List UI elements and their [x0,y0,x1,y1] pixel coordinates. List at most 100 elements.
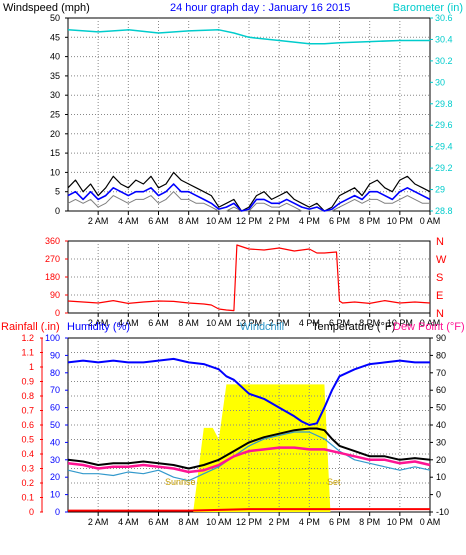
x-tick-label: 12 PM [236,216,262,226]
barometer-tick-label: 30.6 [435,13,453,23]
x-tick-label: 6 AM [148,318,169,328]
dewpoint-label: Dew Point (°F) [393,321,465,333]
temperature-humidity-chart: Rainfall (.in) Humidity (%) Windchill Te… [1,321,465,527]
windchill-line [67,431,431,482]
barometer-tick-label: 29.6 [435,120,453,130]
humidity-tick-label: 20 [50,472,60,482]
compass-tick-label: N [436,236,444,248]
compass-tick-label: E [436,290,443,302]
direction-tick-label: 270 [45,254,60,264]
humidity-tick-label: 50 [50,420,60,430]
windchill-label: Windchill [240,321,284,333]
direction-tick-label: 90 [50,290,60,300]
rainfall-tick-label: 0.6 [21,420,34,430]
barometer-line [67,29,430,45]
x-tick-label: 2 AM [88,517,109,527]
humidity-tick-label: 30 [50,455,60,465]
temperature-tick-label: 70 [436,368,446,378]
humidity-tick-label: 70 [50,385,60,395]
x-tick-label: 6 AM [148,517,169,527]
x-tick-label: 0 AM [420,517,441,527]
x-tick-label: 10 PM [387,216,413,226]
x-tick-label: 8 PM [359,318,380,328]
x-tick-label: 2 PM [269,517,290,527]
x-tick-label: 6 PM [329,216,350,226]
x-tick-label: 6 PM [329,318,350,328]
rainfall-tick-label: 0.3 [21,464,34,474]
compass-tick-label: S [436,272,443,284]
x-tick-label: 8 AM [178,318,199,328]
x-tick-label: 10 PM [387,318,413,328]
rainfall-line [68,508,430,512]
barometer-tick-label: 29 [435,185,445,195]
x-tick-label: 8 AM [178,517,199,527]
temperature-tick-label: 0 [436,490,441,500]
rainfall-tick-label: 0.1 [21,493,34,503]
temperature-tick-label: 50 [436,403,446,413]
temperature-line [67,427,431,470]
x-tick-label: 6 AM [148,216,169,226]
x-tick-label: 4 AM [118,216,139,226]
windspeed-tick-label: 50 [50,13,60,23]
windspeed-tick-label: 25 [50,110,60,120]
x-tick-label: 2 PM [269,216,290,226]
windspeed-tick-label: 40 [50,52,60,62]
x-tick-label: 8 PM [359,216,380,226]
rainfall-tick-label: 0.2 [21,478,34,488]
temperature-grid [67,338,431,512]
wind-axes: 0 5 10 15 20 25 30 35 40 45 50 28.8 29 29.2 29.4 29.6 29… [50,13,453,226]
direction-grid [68,241,430,313]
humidity-axis-label: Humidity (%) [67,321,130,333]
windspeed-tick-label: 20 [50,129,60,139]
windspeed-tick-label: 5 [55,187,60,197]
direction-series [67,244,431,312]
wind-barometer-chart: Windspeed (mph) 24 hour graph day : Janu… [3,2,463,226]
sunset-annotation: Set [327,477,341,487]
windspeed-tick-label: 45 [50,32,60,42]
barometer-tick-label: 29.2 [435,163,453,173]
direction-tick-label: 360 [45,236,60,246]
rainfall-tick-label: 1.1 [21,348,34,358]
rainfall-tick-label: 0.8 [21,391,34,401]
wind-series [67,29,431,212]
barometer-axis-label: Barometer (in) [393,2,463,14]
temperature-tick-label: 40 [436,420,446,430]
compass-tick-label: W [436,254,447,266]
barometer-tick-label: 29.8 [435,99,453,109]
barometer-tick-label: 28.8 [435,206,453,216]
x-tick-label: 2 AM [88,318,109,328]
humidity-tick-label: 90 [50,350,60,360]
x-tick-label: 4 PM [299,318,320,328]
humidity-tick-label: 0 [55,507,60,517]
x-tick-label: 4 AM [118,517,139,527]
wind-direction-line [67,244,431,312]
rainfall-tick-label: 0.4 [21,449,34,459]
barometer-tick-label: 30.4 [435,34,453,44]
windspeed-tick-label: 15 [50,148,60,158]
direction-tick-label: 180 [45,272,60,282]
temperature-tick-label: -10 [436,507,449,517]
direction-tick-label: 0 [55,308,60,318]
windspeed-tick-label: 10 [50,167,60,177]
windspeed-axis-label: Windspeed (mph) [3,2,90,14]
x-tick-label: 12 PM [236,517,262,527]
barometer-tick-label: 30 [435,77,445,87]
x-tick-label: 8 PM [359,517,380,527]
x-tick-label: 4 AM [118,318,139,328]
temperature-tick-label: 60 [436,385,446,395]
rainfall-tick-label: 0.9 [21,377,34,387]
dewpoint-line [67,446,431,474]
x-tick-label: 4 PM [299,517,320,527]
x-tick-label: 2 PM [269,318,290,328]
humidity-tick-label: 80 [50,368,60,378]
humidity-tick-label: 10 [50,490,60,500]
rainfall-tick-label: 0.5 [21,435,34,445]
x-tick-label: 10 AM [206,517,232,527]
wind-average-line [67,183,431,212]
windspeed-tick-label: 30 [50,90,60,100]
x-tick-label: 10 AM [206,216,232,226]
temperature-tick-label: 10 [436,472,446,482]
